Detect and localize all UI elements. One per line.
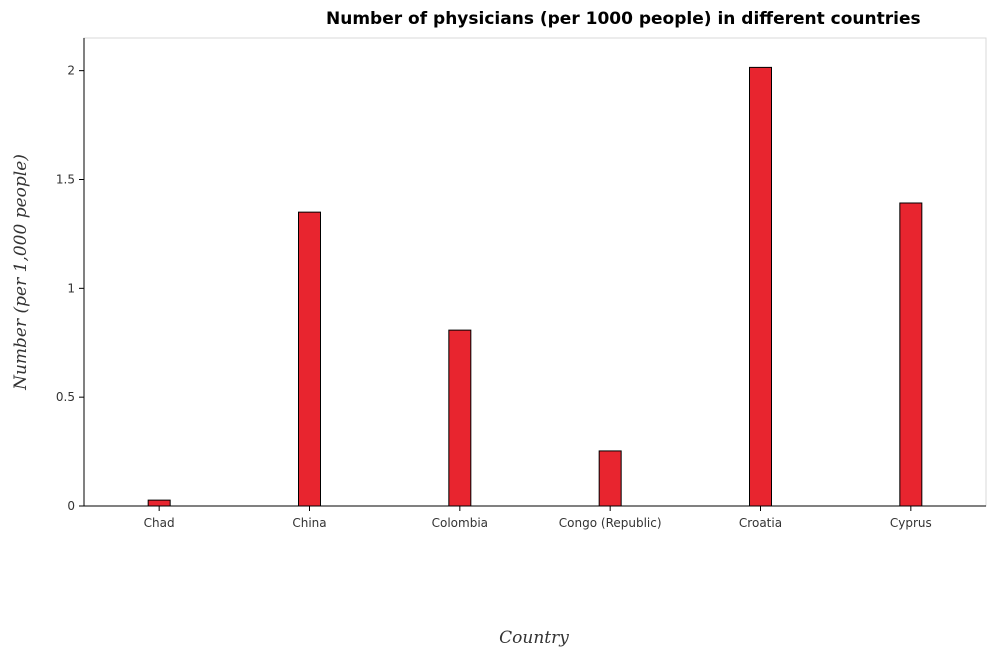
y-tick-label: 2 (67, 64, 75, 78)
x-ticks-group: Chad China Colombia Congo (Republic) Croatia… (144, 506, 932, 530)
bar-colombia (448, 329, 472, 507)
bars-group (147, 66, 923, 507)
chart-title: Number of physicians (per 1000 people) i… (326, 9, 921, 29)
x-tick-label: Congo (Republic) (559, 516, 662, 530)
x-tick-label: Cyprus (890, 516, 932, 530)
bar-congo-republic (598, 450, 622, 507)
bar-china (298, 211, 321, 507)
x-axis-label: Country (499, 628, 569, 648)
x-tick-label: Croatia (739, 516, 782, 530)
y-ticks-group: 0 0.5 1 1.5 2 (56, 64, 84, 513)
y-tick-label: 1 (67, 281, 75, 295)
x-tick-label: Colombia (432, 516, 488, 530)
bar-cyprus (899, 202, 923, 507)
y-tick-label: 0.5 (56, 390, 75, 404)
y-tick-label: 0 (67, 499, 75, 513)
x-tick-label: Chad (144, 516, 175, 530)
x-tick-label: China (292, 516, 326, 530)
y-axis-label: Number (per 1,000 people) (11, 154, 31, 391)
bar-chad (147, 499, 171, 507)
plot-frame (83, 37, 987, 507)
bar-croatia (749, 66, 772, 507)
y-tick-label: 1.5 (56, 172, 75, 186)
